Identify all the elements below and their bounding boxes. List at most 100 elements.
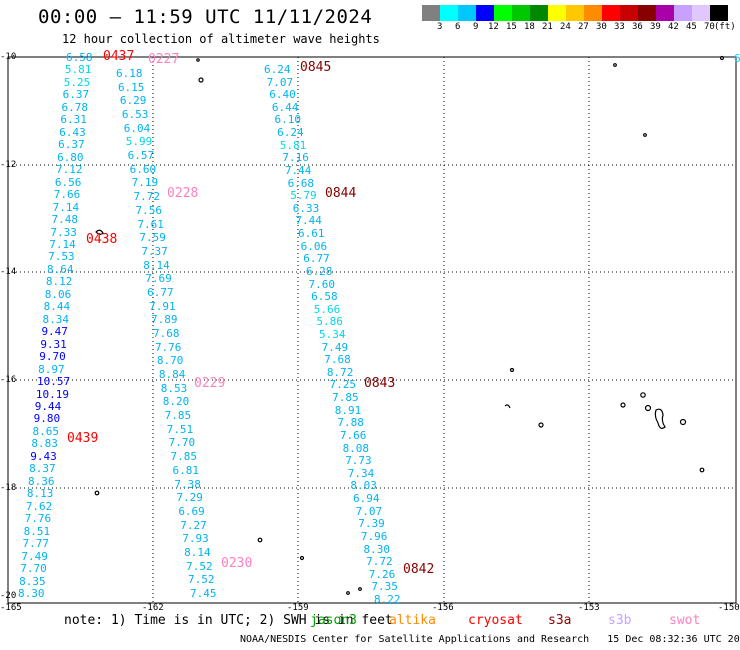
lon-label: -150: [718, 603, 740, 613]
wave-height-value: 6.10: [274, 113, 301, 127]
wave-height-value: 7.07: [355, 504, 383, 518]
satellite-name: cryosat: [468, 613, 523, 628]
wave-height-value: 6.28: [305, 264, 333, 278]
wave-height-value: 9.80: [33, 412, 61, 426]
pass-time-tag: 0844: [325, 186, 357, 201]
wave-height-value: 6.57: [127, 149, 155, 163]
legend-swatch: [584, 5, 602, 21]
wave-height-value: 7.51: [166, 422, 194, 436]
legend-label: 9: [473, 22, 479, 32]
wave-height-value: 7.66: [339, 428, 367, 442]
pass-time-tag: 0230: [221, 556, 253, 571]
wave-height-value: 7.14: [52, 200, 80, 214]
wave-height-value: 7.88: [337, 416, 364, 430]
wave-height-value: 7.66: [53, 188, 81, 202]
wave-height-value: 8.65: [32, 424, 60, 438]
wave-height-value: 6.37: [62, 88, 90, 102]
legend-swatch: [602, 5, 620, 21]
wave-height-value: 7.44: [295, 214, 322, 228]
wave-height-value: 9.44: [34, 400, 62, 414]
wave-height-value: 9.31: [40, 337, 67, 351]
wave-height-value: 10.57: [36, 375, 71, 389]
plot-frame: [7, 56, 737, 604]
wave-height-value: 8.30: [363, 542, 391, 556]
wave-height-value: 7.76: [24, 512, 52, 526]
wave-height-value: 8.14: [143, 258, 170, 272]
page-title: 00:00 – 11:59 UTC 11/11/2024: [38, 6, 373, 28]
lat-label: -14: [0, 267, 17, 277]
wave-height-value: 7.29: [176, 491, 203, 505]
wave-height-value: 7.33: [50, 225, 77, 239]
wave-height-value: 8.12: [45, 275, 73, 289]
pass-time-tag: 0228: [167, 186, 199, 201]
satellite-name: jason3: [310, 613, 357, 628]
wave-height-value: 8.13: [26, 487, 54, 501]
legend-label: 36: [632, 22, 643, 32]
legend-label: 33: [614, 22, 625, 32]
wave-height-value: 8.06: [44, 287, 72, 301]
legend-label: 42: [668, 22, 679, 32]
wave-height-value: 7.49: [21, 549, 48, 563]
pass-time-tag: 0843: [364, 376, 396, 391]
wave-height-value: 7.91: [149, 299, 176, 313]
wave-height-value: 8.36: [28, 474, 55, 488]
lat-label: -18: [0, 483, 17, 493]
wave-height-value: 7.34: [347, 466, 375, 480]
legend-label: 30: [596, 22, 607, 32]
satellite-name: s3a: [548, 613, 572, 628]
wave-height-value: 6.15: [117, 80, 145, 94]
wave-height-value: 7.52: [188, 573, 215, 587]
pass-time-tag: 0439: [67, 431, 99, 446]
wave-height-value: 7.35: [371, 580, 398, 594]
islands: [94, 55, 725, 595]
lat-label: -20: [0, 591, 17, 601]
wave-height-value: 7.68: [153, 327, 180, 340]
lon-label: -162: [142, 603, 164, 613]
legend-swatch: [656, 5, 674, 21]
wave-height-value: 7.25: [329, 378, 356, 392]
legend-label: 6: [455, 22, 461, 32]
wave-height-value: 7.45: [190, 587, 217, 600]
wave-height-value: 8.37: [29, 462, 56, 476]
wave-height-value: 6.33: [292, 201, 320, 215]
wave-height-value: 5.81: [279, 138, 307, 152]
wave-height-value: 7.49: [321, 340, 349, 354]
wave-height-value: 8.91: [334, 403, 362, 417]
wave-height-value: 6.06: [300, 239, 328, 253]
wave-height-value: 7.48: [51, 213, 78, 227]
wave-height-value: 7.52: [186, 559, 213, 573]
legend-label: 45: [686, 22, 697, 32]
wave-height-value: 7.69: [145, 272, 172, 286]
wave-height-value: 8.44: [43, 300, 71, 314]
lat-label: -12: [0, 160, 17, 170]
pass-time-tag: 0438: [86, 232, 118, 247]
wave-height-value: 6.37: [58, 138, 85, 152]
wave-height-value: 8.64: [47, 262, 74, 276]
wave-height-value: 5.66: [313, 302, 341, 316]
wave-height-value: 7.56: [135, 203, 162, 217]
wave-height-value: 7.37: [141, 244, 168, 258]
legend-label: 39: [650, 22, 661, 32]
lon-label: -156: [432, 603, 454, 613]
footer-note: note: 1) Time is in UTC; 2) SWH is in fe…: [64, 613, 393, 628]
wave-height-value: 7.27: [180, 518, 207, 532]
wave-height-value: 8.51: [23, 524, 51, 538]
wave-height-value: 6.24: [264, 63, 291, 76]
wave-height-value: 7.77: [22, 537, 49, 551]
pass-time-tag: 0842: [403, 562, 435, 577]
wave-height-value: 7.85: [164, 409, 192, 423]
wave-height-value: 5.86: [316, 315, 343, 329]
legend-label: 27: [578, 22, 589, 32]
wave-height-value: 7.39: [358, 517, 385, 531]
wave-height-value: 6.56: [54, 175, 82, 189]
color-scale-legend: [422, 5, 728, 21]
wave-height-value: 7.70: [20, 562, 47, 576]
wave-height-value: 8.30: [18, 587, 45, 600]
wave-height-value: 8.84: [158, 368, 186, 382]
wave-height-value: 7.14: [49, 237, 76, 251]
legend-swatch: [674, 5, 692, 21]
legend-label: 21: [542, 22, 553, 32]
wave-height-value: 8.97: [38, 362, 65, 376]
pass-time-tag: 0229: [194, 376, 226, 391]
wave-height-value: 8.08: [342, 441, 370, 455]
